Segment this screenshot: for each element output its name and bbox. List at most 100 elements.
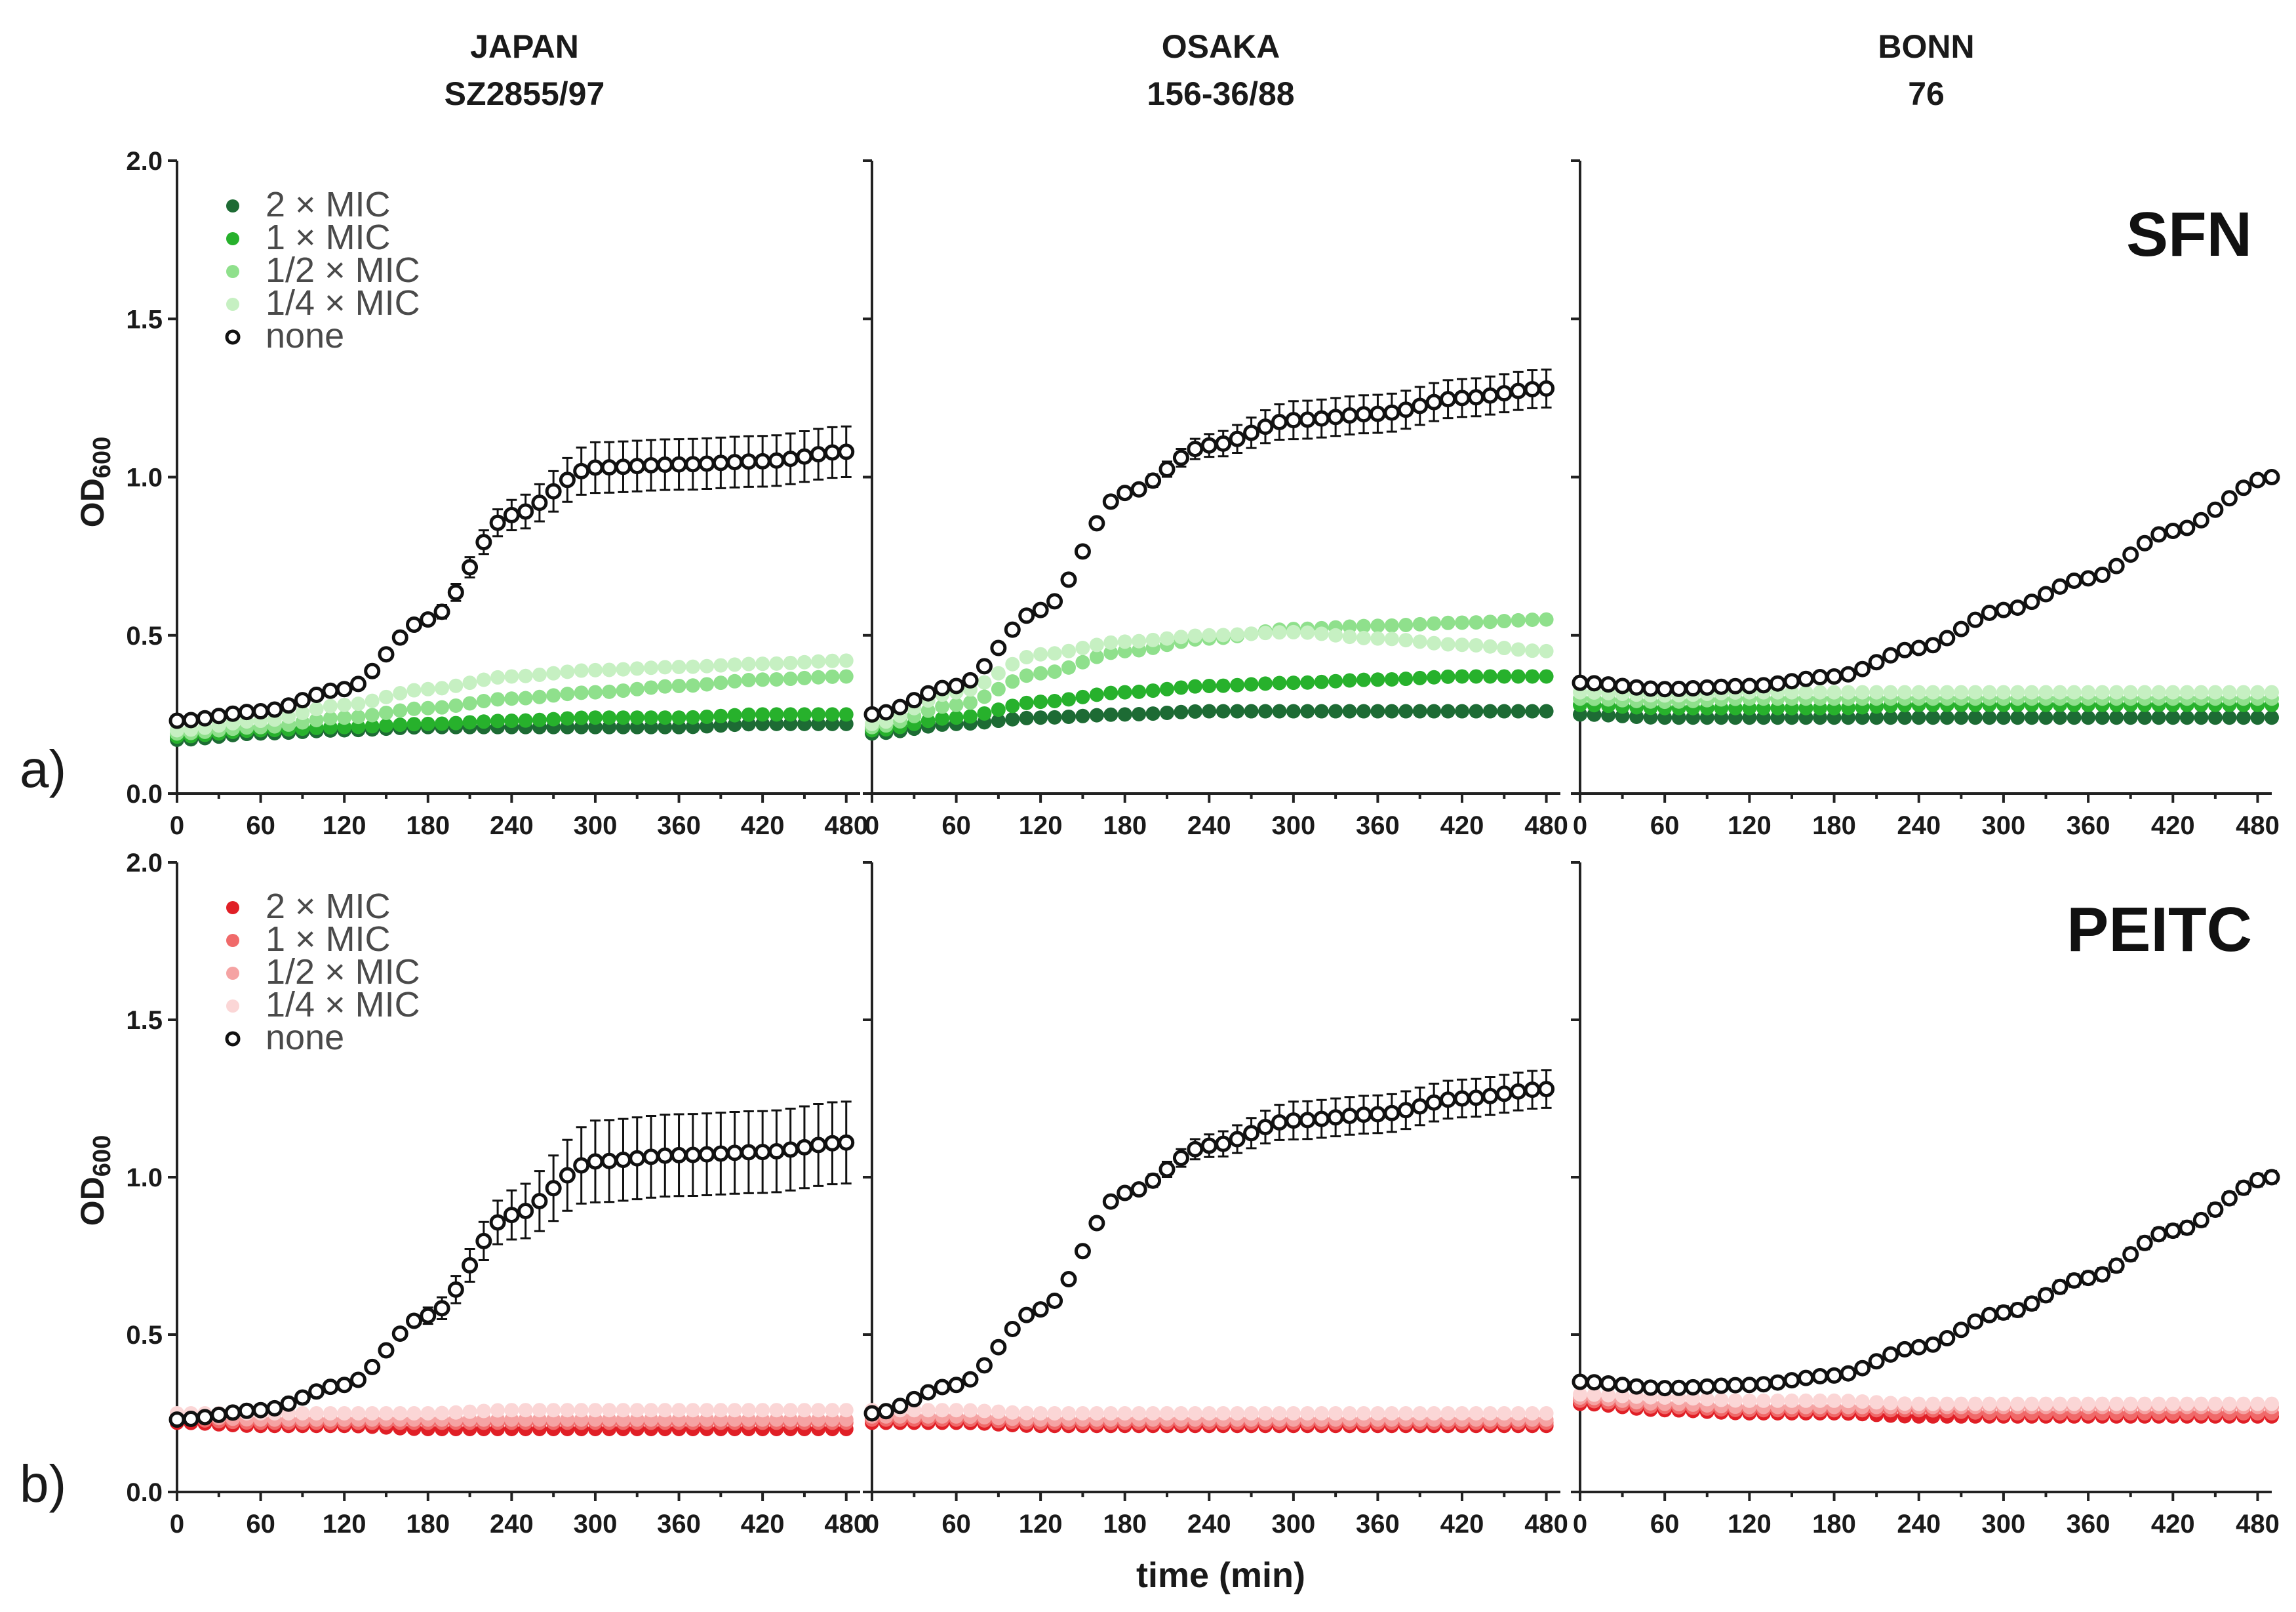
data-point bbox=[252, 703, 269, 720]
x-tick-label: 120 bbox=[323, 811, 366, 840]
data-point bbox=[629, 1403, 644, 1418]
data-point bbox=[1272, 1406, 1287, 1421]
data-point bbox=[907, 1403, 922, 1418]
data-point bbox=[1230, 704, 1245, 719]
data-point bbox=[1628, 1378, 1645, 1395]
data-point bbox=[1356, 618, 1371, 634]
data-point bbox=[684, 456, 702, 473]
data-point bbox=[546, 688, 561, 703]
data-point bbox=[587, 1153, 604, 1170]
data-point bbox=[602, 684, 617, 699]
data-point bbox=[2164, 523, 2181, 540]
x-tick-label: 180 bbox=[1812, 811, 1856, 840]
data-point bbox=[1046, 593, 1063, 610]
data-point bbox=[560, 1403, 575, 1418]
data-point bbox=[1896, 1340, 1913, 1358]
data-point bbox=[1341, 407, 1358, 424]
data-point bbox=[1467, 1089, 1484, 1106]
data-point bbox=[2151, 710, 2166, 725]
data-point bbox=[1741, 677, 1758, 695]
data-point bbox=[532, 712, 547, 727]
data-point bbox=[601, 459, 618, 476]
data-point bbox=[1244, 704, 1259, 719]
data-point bbox=[1525, 704, 1540, 719]
data-point bbox=[685, 659, 700, 674]
data-point bbox=[1200, 1137, 1217, 1154]
data-point bbox=[977, 706, 992, 721]
x-tick-label: 360 bbox=[657, 1510, 701, 1539]
data-point bbox=[602, 710, 617, 725]
data-point bbox=[573, 1157, 590, 1174]
data-point bbox=[2249, 1172, 2266, 1189]
data-point bbox=[1370, 631, 1385, 646]
x-tick-label: 300 bbox=[1982, 811, 2026, 840]
data-point bbox=[252, 1401, 269, 1419]
data-point bbox=[1397, 401, 1414, 418]
data-point bbox=[1482, 669, 1497, 684]
data-point bbox=[684, 1146, 702, 1163]
data-point bbox=[810, 446, 827, 463]
data-point bbox=[1355, 1106, 1372, 1123]
data-point bbox=[1440, 704, 1455, 719]
x-tick-label: 360 bbox=[1356, 811, 1400, 840]
series-none bbox=[168, 1100, 855, 1428]
legend-marker bbox=[226, 934, 239, 947]
data-point bbox=[949, 697, 964, 712]
x-tick-label: 180 bbox=[1103, 811, 1147, 840]
x-tick-label: 360 bbox=[2067, 811, 2110, 840]
data-point bbox=[2122, 1246, 2139, 1263]
data-point bbox=[2137, 1396, 2152, 1411]
x-tick-label: 480 bbox=[1524, 811, 1568, 840]
data-point bbox=[1369, 405, 1386, 422]
data-point bbox=[1425, 393, 1442, 411]
data-point bbox=[518, 668, 533, 683]
data-point bbox=[825, 1403, 840, 1418]
data-point bbox=[1160, 705, 1174, 720]
x-tick-label: 240 bbox=[1187, 1510, 1231, 1539]
data-point bbox=[1482, 639, 1497, 654]
data-point bbox=[2194, 710, 2209, 725]
x-tick-label: 0 bbox=[865, 811, 879, 840]
data-point bbox=[1926, 685, 1941, 700]
data-point bbox=[2166, 685, 2181, 700]
data-point bbox=[1341, 1107, 1358, 1124]
x-tick-label: 480 bbox=[1524, 1510, 1568, 1539]
data-point bbox=[2009, 1301, 2026, 1318]
data-point bbox=[1813, 1393, 1828, 1408]
data-point bbox=[336, 1377, 353, 1394]
data-point bbox=[2222, 685, 2237, 700]
data-point bbox=[1145, 706, 1160, 721]
data-point bbox=[1398, 1406, 1414, 1421]
data-point bbox=[1954, 1396, 1969, 1411]
data-point bbox=[783, 1403, 798, 1418]
data-point bbox=[2038, 710, 2053, 725]
data-point bbox=[294, 1389, 311, 1406]
data-point bbox=[1427, 1406, 1442, 1421]
data-point bbox=[1996, 1396, 2011, 1411]
data-point bbox=[1384, 1406, 1399, 1421]
data-point bbox=[700, 709, 715, 724]
data-point bbox=[1524, 380, 1541, 397]
data-point bbox=[2053, 1396, 2068, 1411]
data-point bbox=[2010, 685, 2025, 700]
data-point bbox=[532, 689, 547, 704]
data-point bbox=[963, 1403, 978, 1418]
data-point bbox=[877, 704, 894, 721]
data-point bbox=[462, 559, 479, 576]
data-point bbox=[182, 1411, 199, 1428]
data-point bbox=[1538, 1081, 1555, 1098]
data-point bbox=[2222, 1396, 2237, 1411]
data-point bbox=[935, 1403, 950, 1418]
data-point bbox=[811, 670, 826, 685]
data-point bbox=[2236, 710, 2251, 725]
data-point bbox=[1982, 710, 1997, 725]
data-point bbox=[1455, 669, 1469, 684]
data-point bbox=[601, 1152, 618, 1169]
data-point bbox=[1939, 1330, 1956, 1347]
data-point bbox=[1968, 685, 1983, 700]
data-point bbox=[726, 454, 743, 471]
data-point bbox=[168, 1411, 186, 1428]
legend-label: 1/4 × MIC bbox=[266, 283, 420, 323]
data-point bbox=[1313, 1110, 1330, 1127]
